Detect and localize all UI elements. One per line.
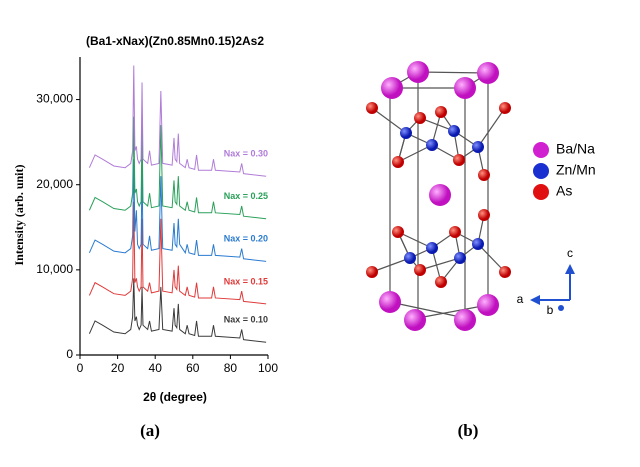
xrd-pattern [88, 159, 267, 262]
legend-label: Ba/Na [556, 141, 595, 157]
y-tick-label: 30,000 [36, 92, 73, 106]
x-tick-label: 40 [149, 361, 163, 375]
axis-label: b [547, 303, 554, 317]
x-tick-label: 100 [258, 361, 278, 375]
panel-label: (a) [140, 421, 160, 440]
legend-marker [533, 142, 549, 158]
series-label: Nax = 0.20 [224, 234, 268, 244]
atoms [366, 61, 511, 331]
y-tick-label: 20,000 [36, 177, 73, 191]
series-label: Nax = 0.15 [224, 276, 268, 286]
axis-label: c [567, 246, 573, 260]
y-axis-label: Intensity (arb. unit) [12, 164, 26, 265]
legend-marker [533, 163, 549, 179]
x-tick-label: 80 [224, 361, 238, 375]
legend-label: As [556, 183, 572, 199]
xrd-pattern [88, 278, 267, 343]
y-tick-label: 0 [66, 347, 73, 361]
x-tick-label: 60 [186, 361, 200, 375]
axis-triad [530, 264, 575, 311]
legend-label: Zn/Mn [556, 162, 596, 178]
series-label: Nax = 0.25 [224, 191, 268, 201]
series-label: Nax = 0.10 [224, 315, 268, 325]
y-tick-label: 10,000 [36, 262, 73, 276]
chart-title: (Ba1-xNax)(Zn0.85Mn0.15)2As2 [86, 34, 264, 48]
x-tick-label: 0 [77, 361, 84, 375]
legend-marker [533, 184, 549, 200]
x-tick-label: 20 [111, 361, 125, 375]
axis-label: a [517, 292, 524, 306]
xrd-pattern [88, 65, 267, 177]
xrd-pattern [88, 201, 267, 305]
series-label: Nax = 0.30 [224, 149, 268, 159]
panel-label: (b) [458, 421, 479, 440]
xrd-pattern [88, 116, 267, 220]
x-axis-label: 2θ (degree) [143, 390, 207, 404]
